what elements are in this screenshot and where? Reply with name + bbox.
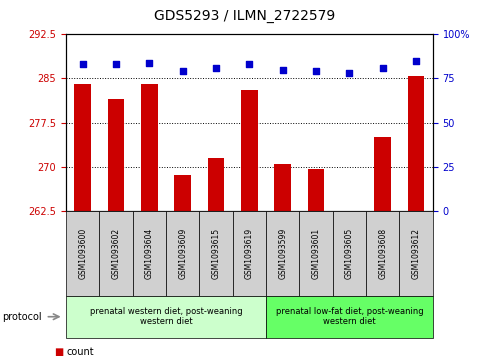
Text: GSM1093619: GSM1093619 xyxy=(244,228,253,279)
Point xyxy=(79,61,86,67)
Text: prenatal western diet, post-weaning
western diet: prenatal western diet, post-weaning west… xyxy=(89,307,242,326)
Text: count: count xyxy=(66,347,93,357)
Text: GSM1093605: GSM1093605 xyxy=(344,228,353,279)
Text: GDS5293 / ILMN_2722579: GDS5293 / ILMN_2722579 xyxy=(154,9,334,23)
Bar xyxy=(174,175,191,211)
Text: GSM1093609: GSM1093609 xyxy=(178,228,187,279)
Bar xyxy=(74,84,91,211)
Bar xyxy=(141,84,157,211)
Text: GSM1093599: GSM1093599 xyxy=(278,228,286,279)
Text: GSM1093601: GSM1093601 xyxy=(311,228,320,279)
Bar xyxy=(241,90,257,211)
Text: GSM1093608: GSM1093608 xyxy=(378,228,386,279)
Point xyxy=(411,58,419,64)
Point xyxy=(278,67,286,73)
Bar xyxy=(274,164,290,211)
Point xyxy=(378,65,386,71)
Point xyxy=(245,61,253,67)
Point xyxy=(345,70,353,76)
Bar xyxy=(407,76,424,211)
Text: ■: ■ xyxy=(54,347,63,357)
Point xyxy=(112,61,120,67)
Text: GSM1093615: GSM1093615 xyxy=(211,228,220,279)
Point xyxy=(311,69,319,74)
Bar xyxy=(207,158,224,211)
Text: prenatal low-fat diet, post-weaning
western diet: prenatal low-fat diet, post-weaning west… xyxy=(275,307,422,326)
Text: GSM1093602: GSM1093602 xyxy=(111,228,120,279)
Bar xyxy=(374,137,390,211)
Point xyxy=(179,69,186,74)
Point xyxy=(212,65,220,71)
Text: GSM1093600: GSM1093600 xyxy=(78,228,87,279)
Text: GSM1093604: GSM1093604 xyxy=(144,228,154,279)
Bar xyxy=(107,99,124,211)
Bar xyxy=(307,170,324,211)
Text: protocol: protocol xyxy=(2,312,42,322)
Text: GSM1093612: GSM1093612 xyxy=(411,228,420,279)
Point xyxy=(145,60,153,66)
